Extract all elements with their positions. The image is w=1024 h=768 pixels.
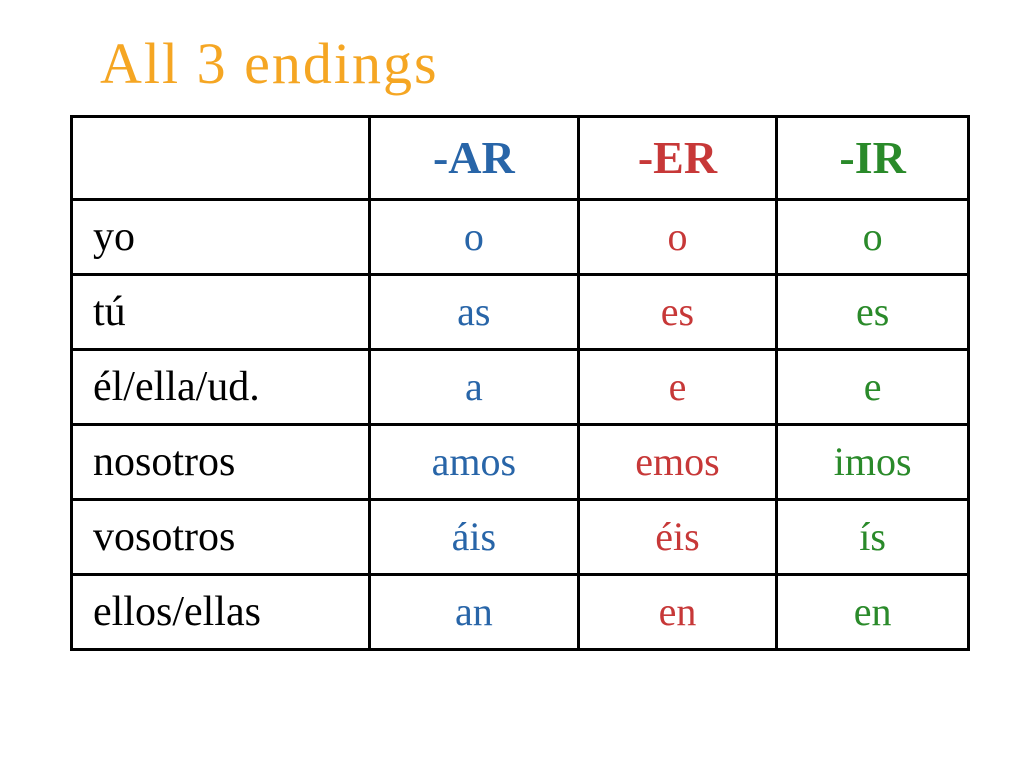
ar-cell: a [371, 351, 580, 423]
pronoun-cell: tú [73, 276, 371, 348]
pronoun-cell: vosotros [73, 501, 371, 573]
ir-cell: e [778, 351, 967, 423]
conjugation-table: -AR -ER -IR yo o o o tú as es es él/ella… [70, 115, 970, 651]
pronoun-cell: yo [73, 201, 371, 273]
ir-cell: imos [778, 426, 967, 498]
page-title: All 3 endings [100, 30, 964, 97]
header-er: -ER [580, 118, 779, 198]
header-pronoun [73, 118, 371, 198]
header-ar: -AR [371, 118, 580, 198]
pronoun-cell: ellos/ellas [73, 576, 371, 648]
er-cell: es [580, 276, 779, 348]
table-row: nosotros amos emos imos [73, 426, 967, 501]
ir-cell: o [778, 201, 967, 273]
ar-cell: an [371, 576, 580, 648]
ar-cell: amos [371, 426, 580, 498]
er-cell: o [580, 201, 779, 273]
ir-cell: en [778, 576, 967, 648]
ir-cell: ís [778, 501, 967, 573]
pronoun-cell: nosotros [73, 426, 371, 498]
er-cell: éis [580, 501, 779, 573]
ar-cell: o [371, 201, 580, 273]
table-row: yo o o o [73, 201, 967, 276]
table-row: vosotros áis éis ís [73, 501, 967, 576]
ir-cell: es [778, 276, 967, 348]
table-row: tú as es es [73, 276, 967, 351]
ar-cell: as [371, 276, 580, 348]
er-cell: en [580, 576, 779, 648]
ar-cell: áis [371, 501, 580, 573]
pronoun-cell: él/ella/ud. [73, 351, 371, 423]
er-cell: emos [580, 426, 779, 498]
table-row: ellos/ellas an en en [73, 576, 967, 648]
table-row: él/ella/ud. a e e [73, 351, 967, 426]
er-cell: e [580, 351, 779, 423]
table-header-row: -AR -ER -IR [73, 118, 967, 201]
header-ir: -IR [778, 118, 967, 198]
